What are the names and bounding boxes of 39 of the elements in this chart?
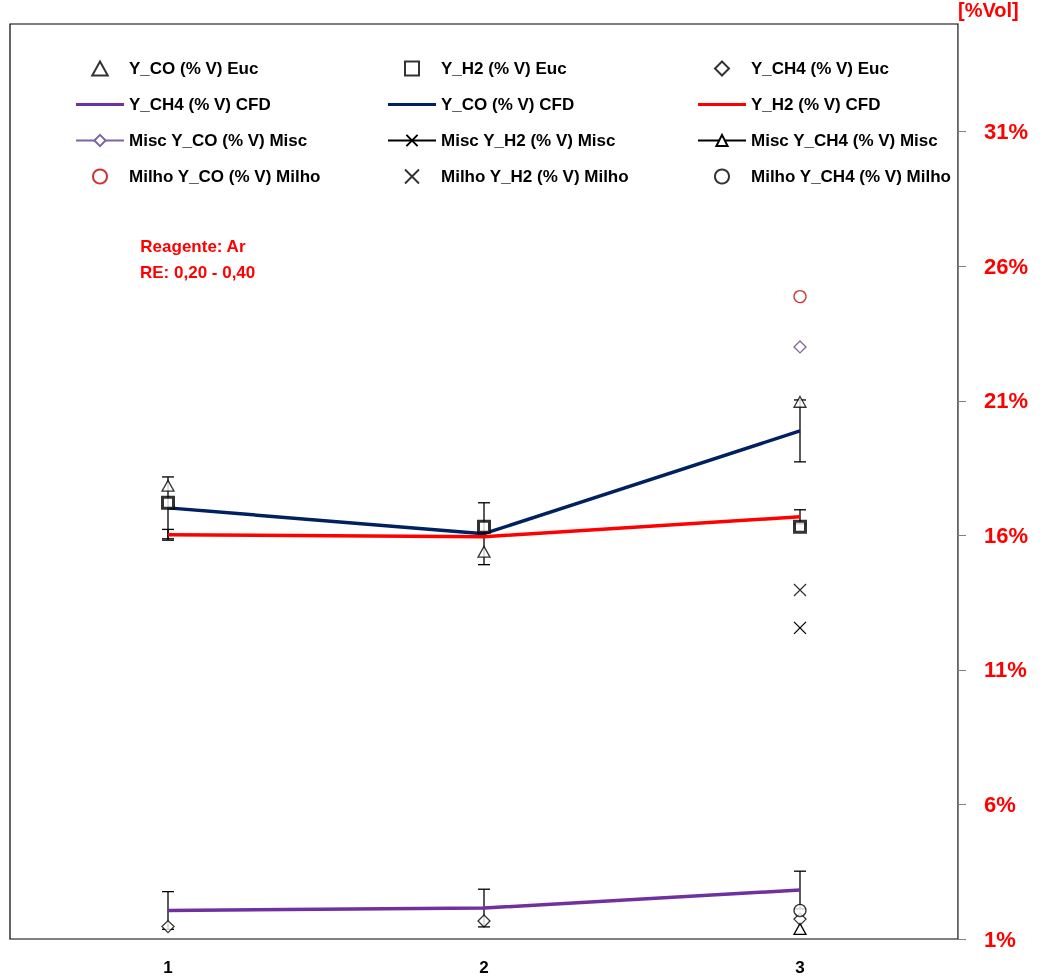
- y-tick-label: 6%: [984, 791, 1016, 817]
- point: [793, 583, 807, 597]
- point: [477, 519, 491, 534]
- legend-label: Y_CH4 (% V) CFD: [129, 95, 271, 114]
- y-tick-label: 11%: [984, 657, 1027, 683]
- point: [793, 395, 807, 408]
- legend-label: Y_CO (% V) CFD: [441, 95, 575, 114]
- y-tick-label: 31%: [984, 119, 1029, 145]
- legend-label: Y_H2 (% V) CFD: [751, 95, 881, 114]
- x-tick-label: 1: [163, 958, 173, 976]
- legend-label: Misc Y_CH4 (% V) Misc: [751, 131, 938, 150]
- y-tick-label: 16%: [984, 522, 1029, 548]
- legend-label: Misc Y_H2 (% V) Misc: [441, 131, 616, 150]
- point: [793, 621, 807, 635]
- point: [477, 914, 491, 928]
- legend-label: Milho Y_CO (% V) Milho: [129, 167, 321, 186]
- annotation: RE: 0,20 - 0,40: [140, 263, 256, 282]
- y-tick-label: 26%: [984, 253, 1029, 279]
- legend-label: Y_CH4 (% V) Euc: [751, 59, 889, 78]
- annotation: Reagente: Ar: [140, 237, 246, 256]
- x-tick-label: 3: [795, 958, 805, 976]
- y-tick-label: 21%: [984, 388, 1029, 414]
- point: [793, 289, 807, 304]
- point: [477, 545, 491, 558]
- point: [161, 479, 175, 492]
- point: [793, 922, 807, 936]
- point: [793, 519, 807, 534]
- point: [161, 919, 175, 934]
- legend-label: Milho Y_CH4 (% V) Milho: [751, 167, 951, 186]
- legend-label: Milho Y_H2 (% V) Milho: [441, 167, 629, 186]
- y-tick-label: 1%: [984, 926, 1016, 952]
- legend-label: Y_CO (% V) Euc: [129, 59, 259, 78]
- y-axis-title: [%Vol]: [958, 0, 1019, 21]
- point: [161, 495, 175, 510]
- legend-label: Misc Y_CO (% V) Misc: [129, 131, 308, 150]
- legend-label: Y_H2 (% V) Euc: [441, 59, 567, 78]
- point: [793, 903, 807, 918]
- x-tick-label: 2: [479, 958, 489, 976]
- point: [793, 340, 807, 354]
